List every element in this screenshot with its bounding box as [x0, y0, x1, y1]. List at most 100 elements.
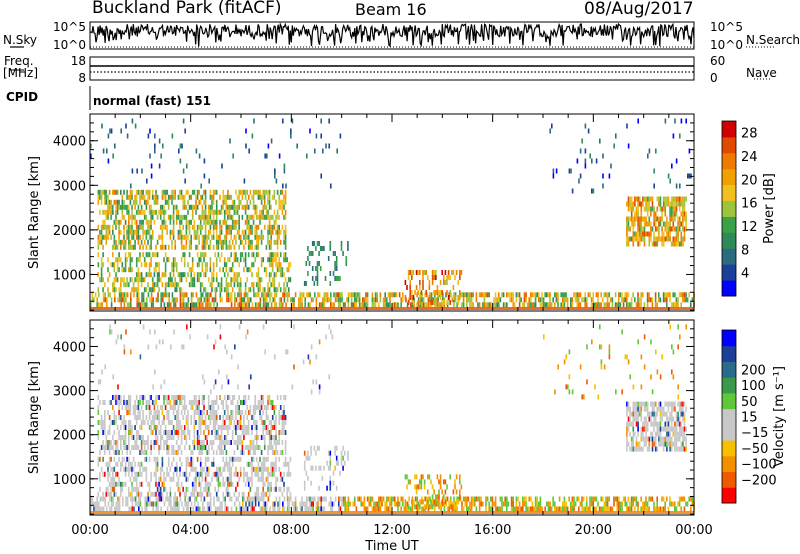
- scatter-cell: [474, 496, 476, 502]
- scatter-cell: [135, 262, 138, 268]
- scatter-cell: [199, 466, 202, 472]
- scatter-cell: [148, 415, 151, 420]
- scatter-cell: [627, 196, 630, 202]
- scatter-cell: [658, 436, 660, 442]
- scatter-cell: [105, 234, 108, 240]
- scatter-cell: [132, 410, 135, 415]
- scatter-cell: [614, 292, 617, 298]
- scatter-cell: [634, 406, 636, 412]
- scatter-cell: [200, 183, 202, 189]
- scatter-cell: [117, 297, 119, 303]
- scatter-cell: [207, 481, 210, 487]
- scatter-cell: [151, 234, 154, 240]
- scatter-cell: [687, 173, 689, 179]
- scatter-cell: [180, 239, 183, 245]
- scatter-cell: [94, 506, 97, 512]
- scatter-cell: [128, 204, 130, 210]
- scatter-cell: [276, 224, 279, 230]
- scatter-cell: [116, 277, 119, 283]
- scatter-cell: [570, 302, 572, 308]
- scatter-cell: [195, 194, 197, 200]
- scatter-cell: [115, 287, 117, 293]
- scatter-cell: [309, 302, 311, 308]
- scatter-cell: [637, 206, 639, 212]
- scatter-cell: [340, 246, 343, 251]
- scatter-cell: [166, 410, 168, 415]
- scatter-cell: [219, 506, 222, 512]
- scatter-cell: [110, 214, 112, 220]
- scatter-cell: [216, 506, 218, 512]
- scatter-cell: [160, 506, 162, 512]
- scatter-cell: [196, 277, 199, 283]
- scatter-cell: [159, 466, 162, 472]
- scatter-cell: [283, 486, 285, 492]
- scatter-cell: [179, 287, 181, 293]
- scatter-cell: [627, 292, 630, 298]
- scatter-cell: [175, 481, 178, 487]
- scatter-cell: [283, 420, 285, 425]
- scatter-cell: [629, 416, 631, 422]
- scatter-cell: [645, 406, 647, 412]
- scatter-cell: [131, 204, 133, 210]
- scatter-cell: [219, 440, 221, 445]
- scatter-cell: [554, 506, 556, 512]
- scatter-cell: [134, 194, 136, 200]
- scatter-cell: [629, 236, 631, 242]
- scatter-cell: [129, 199, 132, 205]
- scatter-cell: [134, 471, 136, 477]
- scatter-cell: [169, 420, 172, 425]
- scatter-cell: [183, 435, 186, 440]
- scatter-cell: [204, 267, 207, 273]
- scatter-cell: [196, 456, 199, 462]
- scatter-cell: [656, 496, 658, 502]
- scatter-cell: [204, 234, 207, 240]
- scatter-cell: [229, 138, 231, 144]
- scatter-cell: [174, 450, 176, 455]
- scatter-cell: [238, 189, 240, 195]
- scatter-cell: [662, 436, 665, 442]
- scatter-cell: [675, 231, 678, 237]
- scatter-cell: [193, 229, 196, 235]
- scatter-cell: [116, 257, 119, 263]
- scatter-cell: [90, 506, 92, 512]
- scatter-cell: [397, 302, 399, 308]
- scatter-cell: [632, 201, 635, 207]
- scatter-cell: [241, 229, 244, 235]
- scatter-cell: [554, 302, 556, 308]
- scatter-cell: [678, 436, 681, 442]
- scatter-cell: [235, 189, 237, 195]
- scatter-cell: [507, 501, 510, 507]
- scatter-cell: [270, 204, 272, 210]
- scatter-cell: [586, 506, 588, 512]
- scatter-cell: [259, 506, 262, 512]
- scatter-cell: [128, 471, 130, 477]
- scatter-cell: [658, 506, 660, 512]
- scatter-cell: [223, 410, 226, 415]
- scatter-cell: [626, 216, 628, 222]
- scatter-cell: [242, 302, 244, 308]
- scatter-cell: [154, 369, 156, 375]
- scatter-cell: [273, 420, 276, 425]
- scatter-cell: [618, 302, 620, 308]
- scatter-cell: [223, 234, 226, 240]
- scatter-cell: [167, 282, 170, 288]
- scatter-cell: [276, 229, 279, 235]
- scatter-cell: [204, 476, 207, 482]
- scatter-cell: [166, 440, 168, 445]
- scatter-cell: [425, 270, 427, 275]
- scatter-cell: [150, 262, 152, 268]
- scatter-cell: [115, 481, 117, 487]
- scatter-cell: [313, 445, 316, 451]
- scatter-cell: [142, 229, 144, 235]
- scatter-cell: [335, 266, 338, 271]
- scatter-cell: [177, 229, 180, 235]
- scatter-cell: [177, 481, 180, 487]
- scatter-cell: [149, 297, 151, 303]
- scatter-cell: [389, 297, 391, 303]
- scatter-cell: [669, 226, 671, 232]
- scatter-cell: [230, 476, 232, 482]
- scatter-cell: [114, 292, 116, 298]
- scatter-cell: [274, 506, 276, 512]
- scatter-cell: [278, 415, 280, 420]
- scatter-cell: [180, 461, 183, 467]
